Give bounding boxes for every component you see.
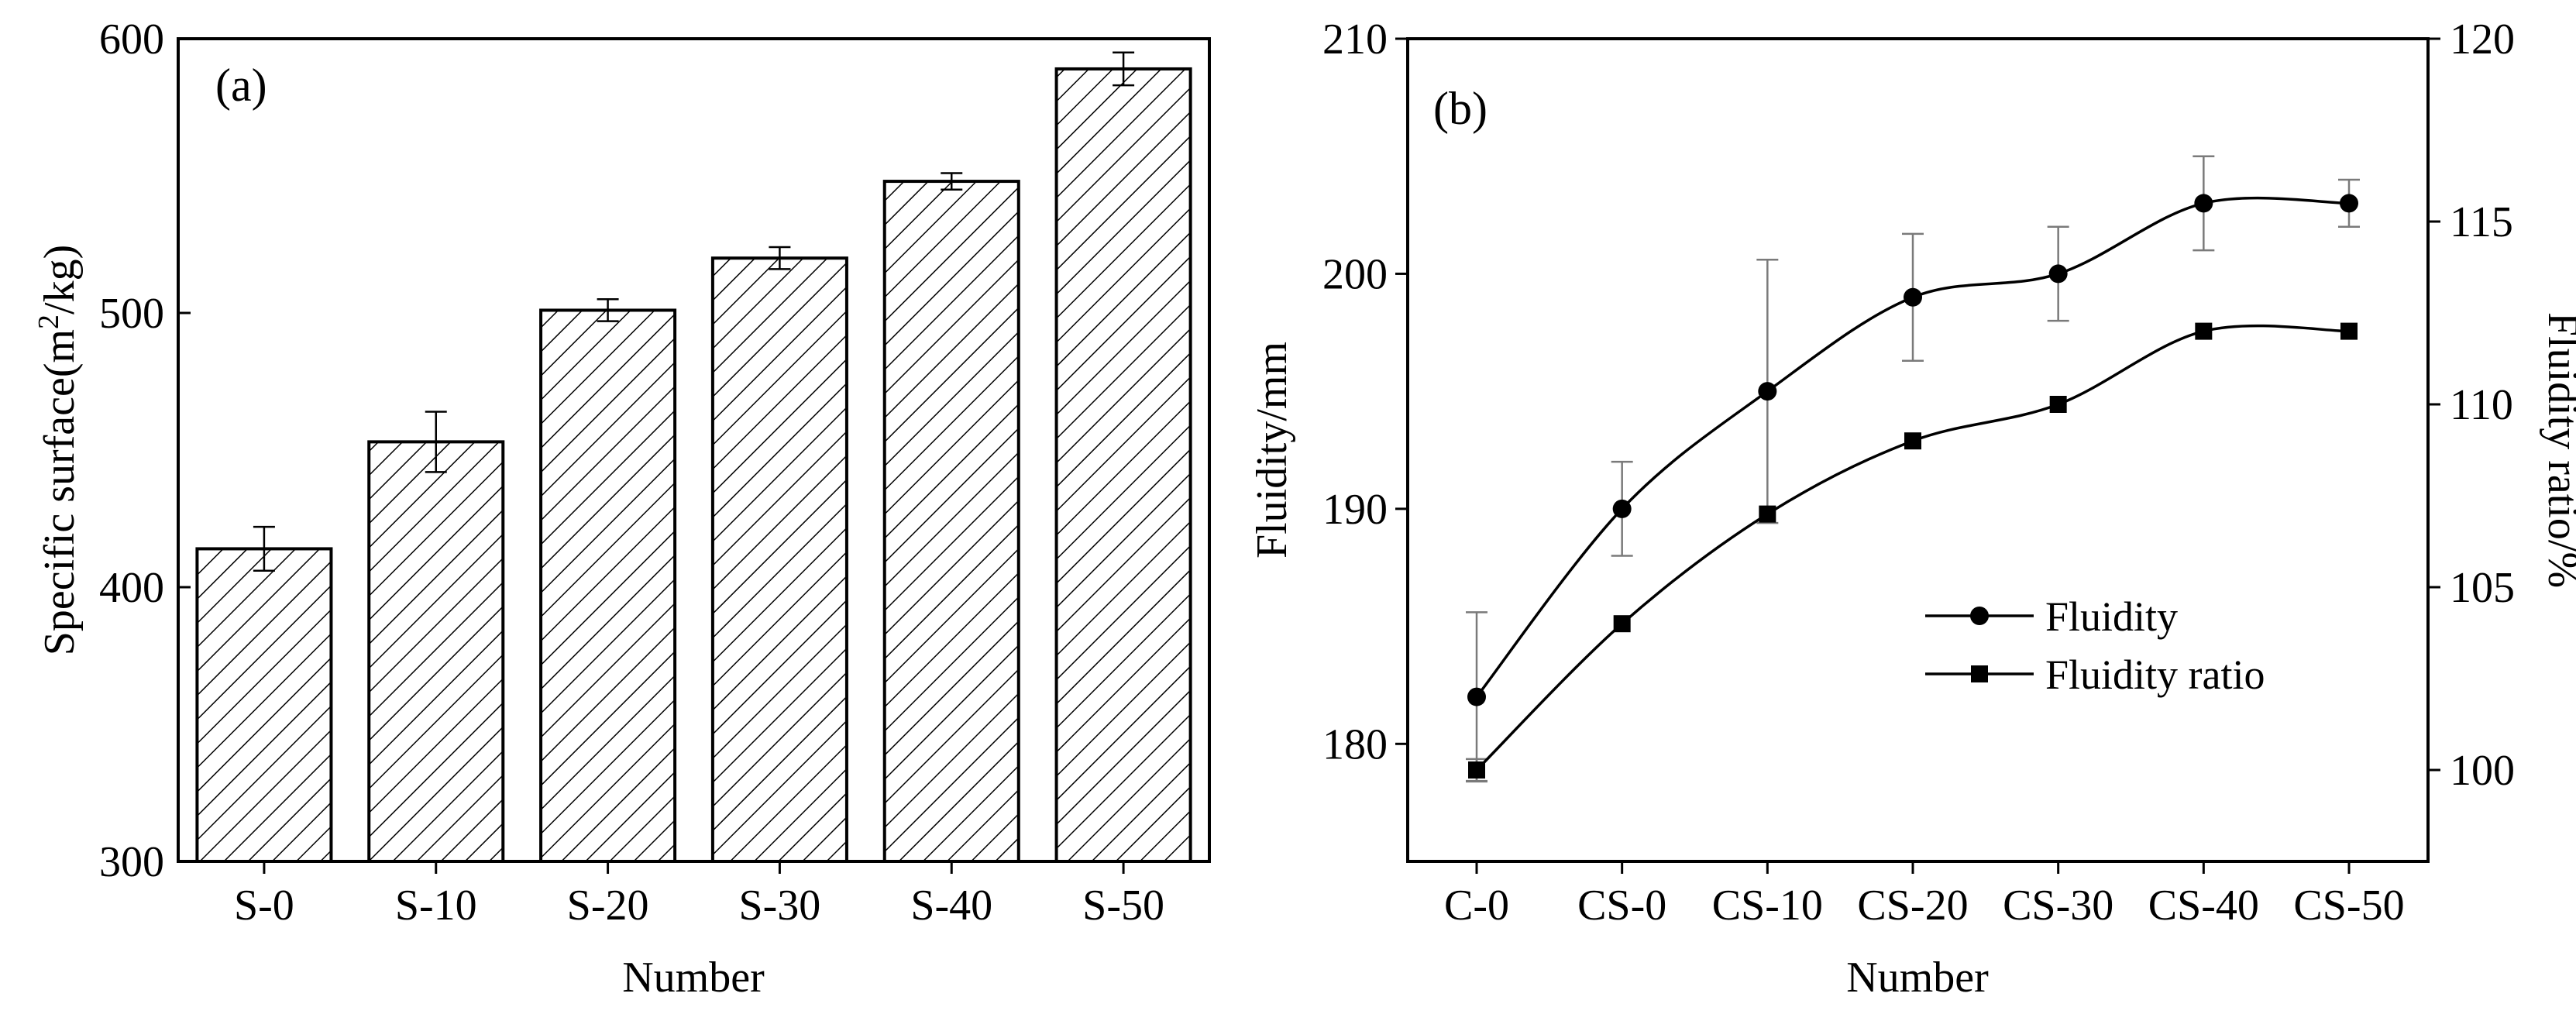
- panel-b-x-axis-title: Number: [1846, 954, 1989, 1002]
- panel-b-plot-frame: [1406, 37, 2430, 863]
- fluidity-ratio-point: [1759, 505, 1776, 523]
- fluidity-ratio-series-line: [1475, 324, 2350, 772]
- panel-a-x-tick-label: S-40: [910, 882, 992, 930]
- panel-a-y-axis-title-main: Specific surface(m: [36, 329, 84, 655]
- panel-b-left-y-tick-label: 200: [1322, 250, 1388, 298]
- panel-a-x-tick-label: S-0: [234, 882, 294, 930]
- panel-b-x-tick-label: CS-10: [1712, 882, 1823, 930]
- panel-a-x-tick-label: S-10: [395, 882, 477, 930]
- fluidity-point: [2048, 264, 2068, 284]
- panel-b-right-y-tick-label: 120: [2450, 15, 2515, 64]
- panel-b-left-y-tick-label: 210: [1322, 15, 1388, 64]
- fluidity-point: [1904, 287, 1922, 307]
- panel-a-bar: [195, 547, 333, 863]
- panel-b-right-y-axis-title: Fluidity ratio/%: [2539, 312, 2576, 588]
- panel-a-x-axis-title: Number: [622, 954, 765, 1002]
- fluidity-point: [1758, 382, 1777, 401]
- fluidity-ratio-point: [1904, 432, 1921, 450]
- panel-a-x-tick-label: S-50: [1082, 882, 1164, 930]
- panel-a-y-tick-label: 500: [99, 290, 164, 338]
- panel-b-x-tick-label: CS-20: [1857, 882, 1968, 930]
- panel-a-bar-chart: 300 400 500 600 S-0 S-10 S-20 S-30 S-40 S-50 (a)…: [33, 15, 1211, 1002]
- panel-b-left-y-tick-label: 190: [1322, 486, 1388, 534]
- fluidity-point: [2194, 194, 2213, 213]
- fluidity-point: [1467, 687, 1486, 706]
- panel-a-label: (a): [215, 60, 267, 111]
- panel-a-bar: [1054, 67, 1192, 863]
- panel-a-bar: [367, 440, 505, 863]
- panel-b-x-tick-label: C-0: [1444, 882, 1509, 930]
- legend-fluidity-ratio-label: Fluidity ratio: [2045, 651, 2265, 698]
- panel-b-right-y-tick-label: 100: [2450, 747, 2515, 795]
- panel-a-y-axis-title: Specific surface(m2/kg): [33, 245, 84, 656]
- fluidity-ratio-point: [2049, 396, 2067, 413]
- panel-b-right-y-tick-label: 110: [2450, 381, 2513, 429]
- panel-b-left-y-tick-label: 180: [1322, 720, 1388, 768]
- panel-b-legend: Fluidity Fluidity ratio: [1925, 593, 2265, 698]
- fluidity-point: [1612, 499, 1632, 518]
- panel-a-y-axis-title-superscript: 2: [33, 315, 65, 329]
- panel-a-x-tick-label: S-30: [739, 882, 821, 930]
- panel-b-x-tick-label: CS-40: [2148, 882, 2259, 930]
- panel-b-left-y-axis-title: Fluidity/mm: [1248, 342, 1296, 559]
- panel-a-y-tick-label: 600: [99, 15, 164, 64]
- panel-b-x-tick-label: CS-30: [2003, 882, 2113, 930]
- fluidity-ratio-point: [1613, 615, 1631, 633]
- panel-a-y-tick-label: 400: [99, 564, 164, 612]
- legend-fluidity-marker: [1970, 607, 1989, 625]
- panel-b-label: (b): [1433, 83, 1487, 134]
- panel-a-plot-frame: [177, 37, 1211, 863]
- fluidity-ratio-point: [2340, 322, 2358, 340]
- panel-b-right-y-tick-label: 115: [2450, 198, 2513, 246]
- panel-a-x-tick-label: S-20: [567, 882, 649, 930]
- fluidity-ratio-point: [2195, 322, 2213, 340]
- panel-a-bar: [710, 256, 848, 863]
- panel-a-y-tick-label: 300: [99, 838, 164, 886]
- panel-b-x-tick-label: CS-0: [1577, 882, 1666, 930]
- panel-a-bar: [882, 180, 1020, 863]
- legend-fluidity-ratio-marker: [1971, 665, 1988, 682]
- panel-b-right-y-tick-label: 105: [2450, 564, 2515, 612]
- fluidity-point: [2340, 194, 2358, 213]
- panel-a-bar: [539, 308, 677, 863]
- legend-fluidity-label: Fluidity: [2045, 593, 2178, 640]
- fluidity-ratio-point: [1468, 761, 1485, 779]
- panel-a-y-axis-title-tail: /kg): [36, 245, 84, 315]
- panel-b-x-tick-label: CS-50: [2293, 882, 2404, 930]
- panel-b-line-chart: 180 190 200 210 100 105 110 115 120 C-0 CS-0 CS-1…: [1248, 15, 2576, 1002]
